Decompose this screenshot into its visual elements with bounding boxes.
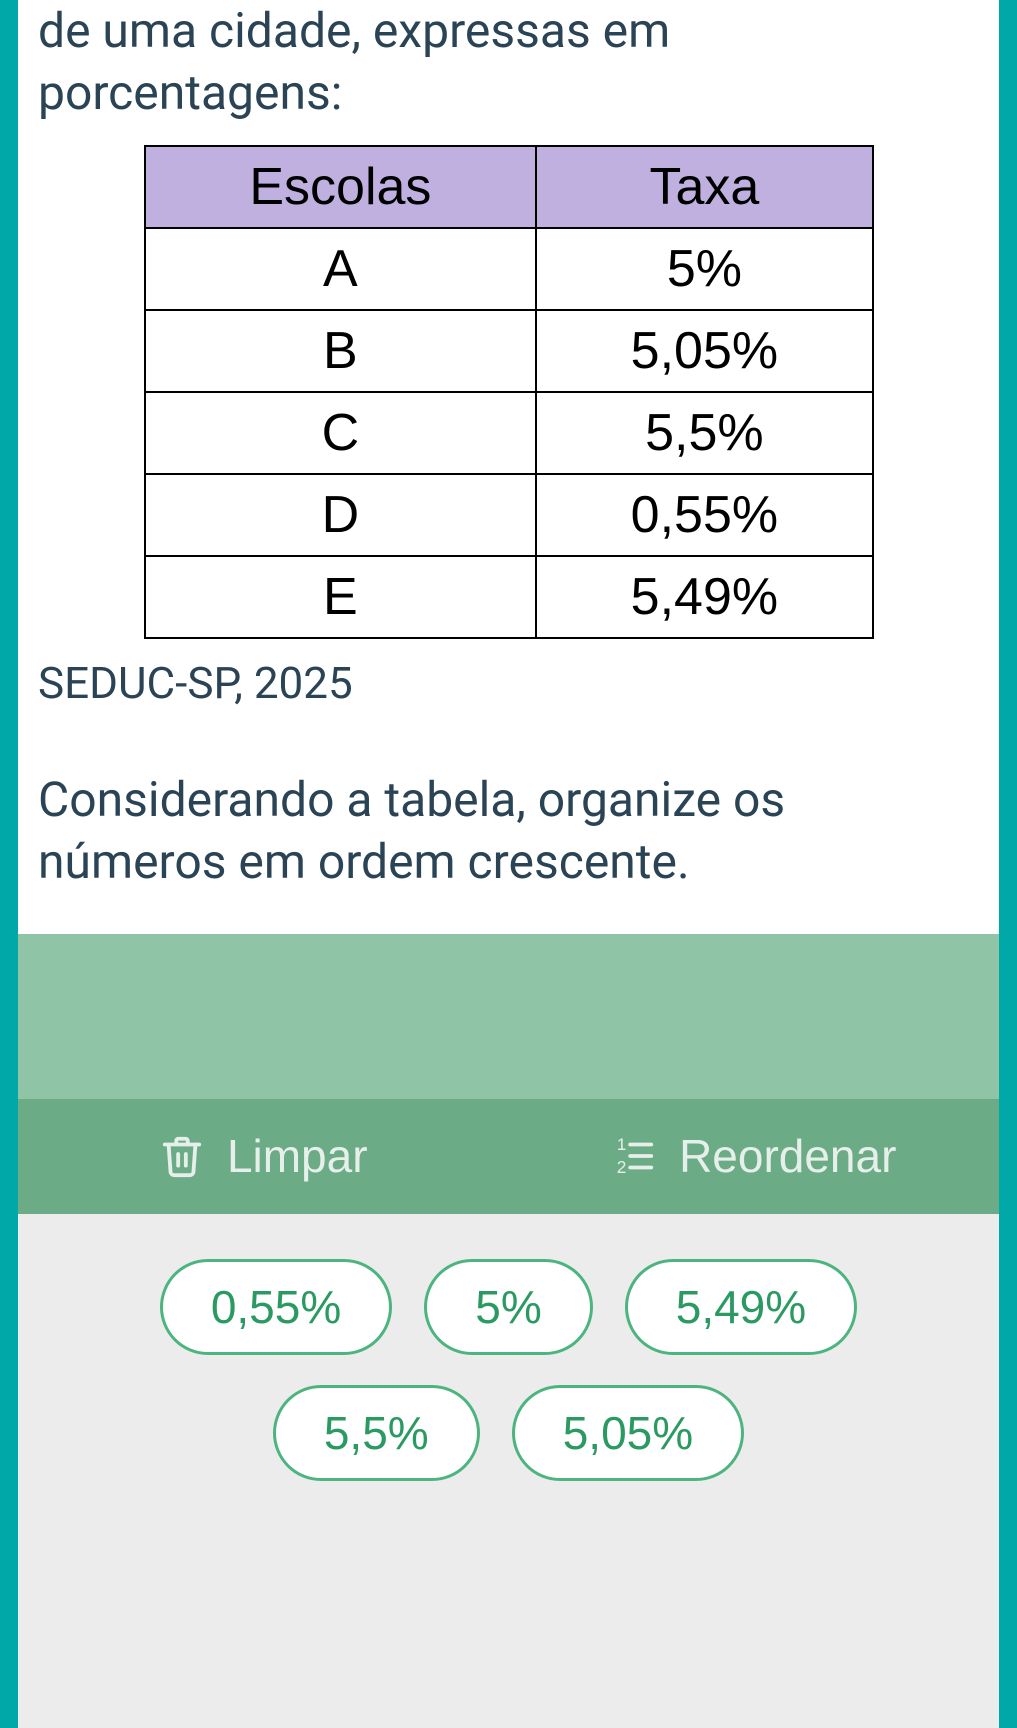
content-card: de uma cidade, expressas em porcentagens… (18, 0, 999, 1728)
ordered-list-icon: 1 2 (611, 1133, 657, 1179)
table-cell: 5,5% (536, 392, 872, 474)
table-caption: SEDUC-SP, 2025 (38, 657, 979, 709)
answer-area: Limpar 1 2 Reordenar (18, 934, 999, 1728)
table-cell: 5,05% (536, 310, 872, 392)
table-cell: B (145, 310, 537, 392)
table-cell: 0,55% (536, 474, 872, 556)
chips-area: 0,55% 5% 5,49% 5,5% 5,05% (18, 1214, 999, 1728)
answer-chip[interactable]: 5,5% (273, 1385, 480, 1481)
instruction-text: Considerando a tabela, organize os númer… (38, 769, 979, 894)
answer-chip[interactable]: 0,55% (160, 1259, 392, 1355)
table-row: C 5,5% (145, 392, 873, 474)
reorder-button-label: Reordenar (679, 1129, 896, 1183)
data-table: Escolas Taxa A 5% B 5,05% C 5,5% (144, 145, 874, 639)
table-row: B 5,05% (145, 310, 873, 392)
trash-icon (159, 1133, 205, 1179)
table-header-row: Escolas Taxa (145, 146, 873, 228)
table-row: D 0,55% (145, 474, 873, 556)
answer-drop-zone[interactable] (18, 934, 999, 1099)
reorder-button[interactable]: 1 2 Reordenar (509, 1099, 1000, 1214)
question-text-fragment: de uma cidade, expressas em porcentagens… (38, 0, 979, 125)
table-cell: E (145, 556, 537, 638)
table-header-taxa: Taxa (536, 146, 872, 228)
svg-text:2: 2 (617, 1157, 627, 1177)
table-cell: A (145, 228, 537, 310)
action-bar: Limpar 1 2 Reordenar (18, 1099, 999, 1214)
table-cell: 5% (536, 228, 872, 310)
answer-chip[interactable]: 5,05% (512, 1385, 744, 1481)
question-section: de uma cidade, expressas em porcentagens… (18, 0, 999, 934)
table-cell: C (145, 392, 537, 474)
app-frame: de uma cidade, expressas em porcentagens… (0, 0, 1017, 1728)
clear-button[interactable]: Limpar (18, 1099, 509, 1214)
table-row: A 5% (145, 228, 873, 310)
answer-chip[interactable]: 5% (424, 1259, 592, 1355)
table-header-escolas: Escolas (145, 146, 537, 228)
table-cell: D (145, 474, 537, 556)
clear-button-label: Limpar (227, 1129, 368, 1183)
table-cell: 5,49% (536, 556, 872, 638)
answer-chip[interactable]: 5,49% (625, 1259, 857, 1355)
table-row: E 5,49% (145, 556, 873, 638)
svg-text:1: 1 (617, 1134, 627, 1154)
